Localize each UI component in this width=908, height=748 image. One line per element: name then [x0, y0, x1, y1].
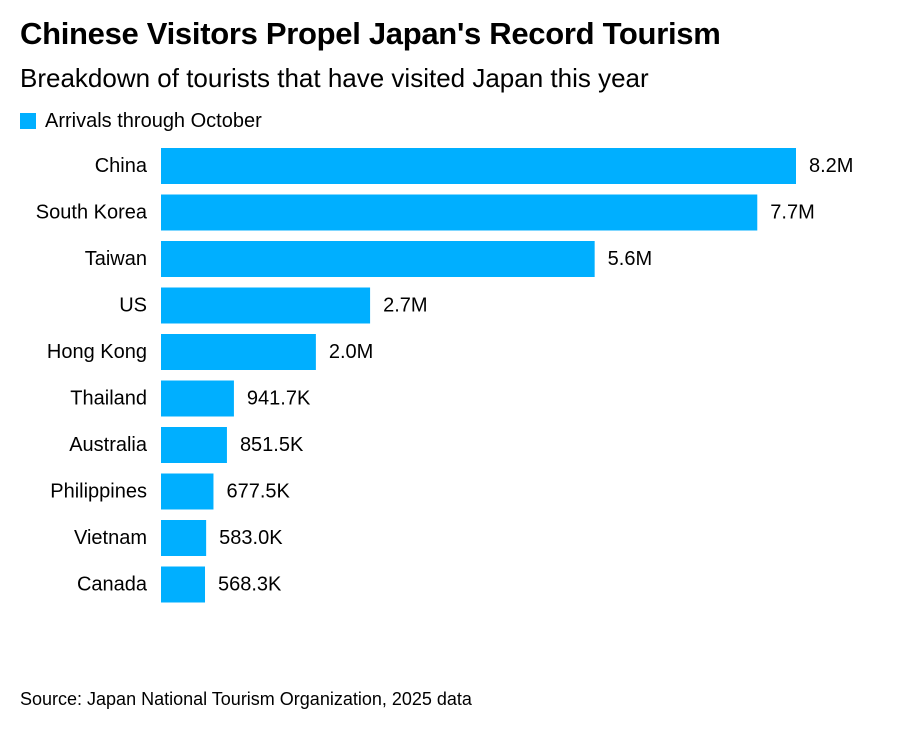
value-label: 568.3K: [218, 574, 282, 596]
chart-subtitle: Breakdown of tourists that have visited …: [20, 63, 649, 93]
value-label: 2.0M: [329, 341, 373, 363]
category-label: China: [95, 155, 148, 177]
category-label: Philippines: [50, 481, 147, 503]
value-label: 583.0K: [219, 527, 283, 549]
category-label: Hong Kong: [47, 341, 147, 363]
category-label: Thailand: [70, 388, 147, 410]
legend-label: Arrivals through October: [45, 109, 262, 132]
source-note: Source: Japan National Tourism Organizat…: [20, 689, 472, 709]
category-label: US: [119, 295, 147, 317]
chart-title: Chinese Visitors Propel Japan's Record T…: [20, 16, 721, 51]
value-label: 941.7K: [247, 388, 311, 410]
bar: [161, 287, 371, 324]
category-label: Vietnam: [74, 527, 147, 549]
bar: [161, 241, 595, 277]
value-label: 5.6M: [608, 248, 652, 270]
bar: [161, 427, 227, 463]
bar: [161, 194, 758, 231]
value-label: 851.5K: [240, 434, 304, 456]
bar: [161, 148, 796, 184]
legend-swatch: [20, 113, 36, 129]
category-label: South Korea: [36, 202, 148, 224]
category-label: Canada: [77, 574, 148, 596]
bar: [161, 334, 316, 370]
bar-chart: China 8.2M South Korea 7.7M Taiwan 5.6M US 2.7M…: [36, 148, 853, 603]
category-label: Taiwan: [85, 248, 147, 270]
bar: [161, 566, 206, 603]
value-label: 7.7M: [770, 202, 814, 224]
value-label: 677.5K: [226, 481, 290, 503]
value-label: 2.7M: [383, 295, 427, 317]
bar: [161, 473, 214, 510]
bar: [161, 520, 207, 556]
value-label: 8.2M: [809, 155, 853, 177]
category-label: Australia: [69, 434, 148, 456]
bar: [161, 380, 234, 417]
legend: Arrivals through October: [20, 109, 262, 133]
